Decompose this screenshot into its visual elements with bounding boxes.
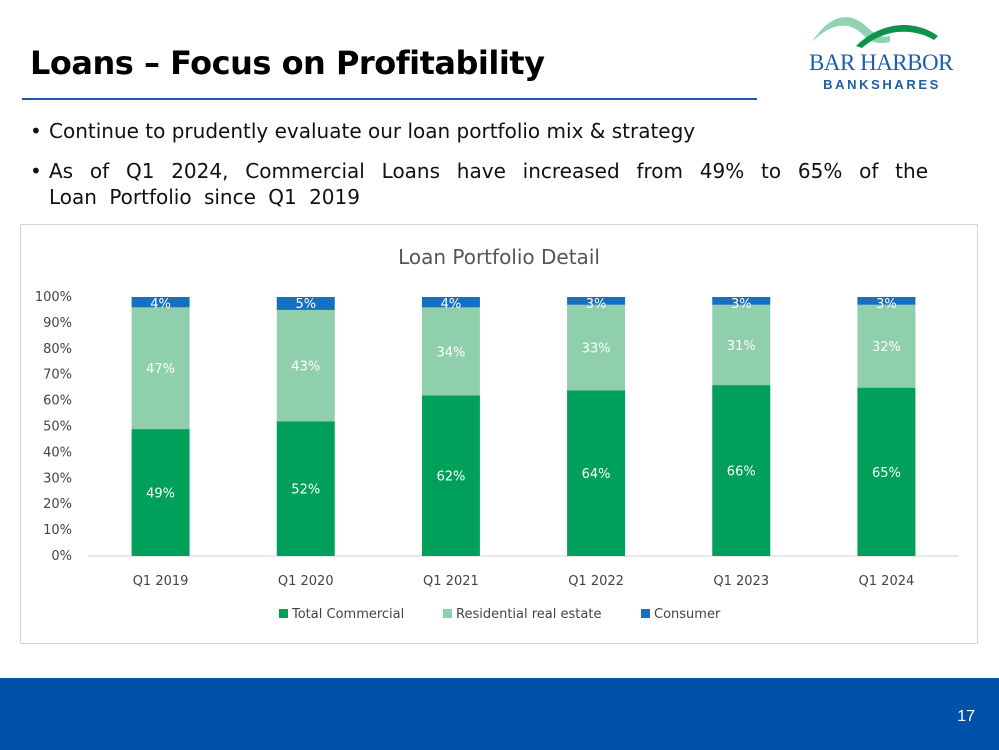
bar-segment [276,309,335,422]
logo-hill-light-shape [812,17,890,44]
data-label: 43% [291,360,320,375]
data-label: 3% [586,297,607,312]
y-tick-label: 20% [43,497,72,512]
bullet-item: As of Q1 2024, Commercial Loans have inc… [30,158,928,210]
bar-segment [567,304,626,391]
data-label: 64% [582,467,611,482]
legend-label: Consumer [654,607,721,622]
bar-segment [421,395,480,556]
data-label: 47% [146,362,175,377]
data-label: 34% [436,345,465,360]
data-label: 3% [876,297,897,312]
legend-swatch [641,609,650,618]
legend-swatch [279,609,288,618]
bullet-item: Continue to prudently evaluate our loan … [30,118,928,144]
y-tick-label: 10% [43,523,72,538]
x-tick-label: Q1 2024 [859,574,915,589]
bar-segment [131,297,190,308]
x-axis: Q1 2019 Q1 2020 Q1 2021 Q1 2022 Q1 2023 Q1 20… [133,574,915,589]
data-label: 62% [436,470,465,485]
bar-segment [276,421,335,556]
footer-bar: 17 [0,678,999,750]
loan-portfolio-chart: Loan Portfolio Detail 0% 10% 20% 30% 40% 50% 6… [20,224,978,644]
data-label: 33% [582,342,611,357]
data-label: 65% [872,466,901,481]
title-divider [22,98,757,100]
bar-segment [276,297,335,310]
y-tick-label: 90% [43,316,72,331]
legend-label: Total Commercial [291,607,404,622]
x-tick-label: Q1 2019 [133,574,189,589]
y-tick-label: 0% [51,549,72,564]
bar-harbor-logo: BAR HARBOR BANKSHARES [809,17,955,92]
data-label: 3% [731,297,752,312]
data-label: 31% [727,339,756,354]
data-label: 66% [727,465,756,480]
bar-segment [131,307,190,430]
bar-segment [712,385,771,556]
x-tick-label: Q1 2020 [278,574,334,589]
bar-segment [712,304,771,386]
bar-segment [131,429,190,556]
bar-segment [421,297,480,308]
chart-svg: Loan Portfolio Detail 0% 10% 20% 30% 40% 50% 6… [35,245,959,622]
chart-title: Loan Portfolio Detail [398,245,600,269]
bar-segment [421,307,480,396]
y-axis: 0% 10% 20% 30% 40% 50% 60% 70% 80% 90% 100% [35,290,959,564]
legend-swatch [443,609,452,618]
x-tick-label: Q1 2021 [423,574,479,589]
page-title: Loans – Focus on Profitability [30,44,545,82]
bullet-list: Continue to prudently evaluate our loan … [30,118,928,224]
legend-label: Residential real estate [456,607,601,622]
bar-segment [857,387,916,556]
y-tick-label: 70% [43,368,72,383]
data-label: 49% [146,487,175,502]
bar-segment [857,297,916,305]
data-label: 4% [441,297,462,312]
y-tick-label: 40% [43,445,72,460]
logo-hill-dark-shape [856,25,938,48]
y-tick-label: 80% [43,342,72,357]
bar-segment [857,304,916,388]
y-tick-label: 30% [43,471,72,486]
y-tick-label: 60% [43,394,72,409]
data-label: 5% [295,297,316,312]
y-tick-label: 50% [43,420,72,435]
logo-line2: BANKSHARES [823,77,941,92]
bar-segment [712,297,771,305]
x-tick-label: Q1 2023 [713,574,769,589]
x-tick-label: Q1 2022 [568,574,624,589]
legend: Total Commercial Residential real estate C… [279,607,721,622]
data-label: 52% [291,483,320,498]
data-label: 4% [150,297,171,312]
page-number: 17 [957,708,975,725]
data-label: 32% [872,340,901,355]
bar-segment [567,390,626,556]
bars: 49% 47% 4% 52% 43% 5% 62% 34% 4% 64% 33% 3% 66% 31% 3%… [131,297,916,556]
y-tick-label: 100% [35,290,72,305]
bar-segment [567,297,626,305]
logo-line1: BAR HARBOR [809,50,954,75]
